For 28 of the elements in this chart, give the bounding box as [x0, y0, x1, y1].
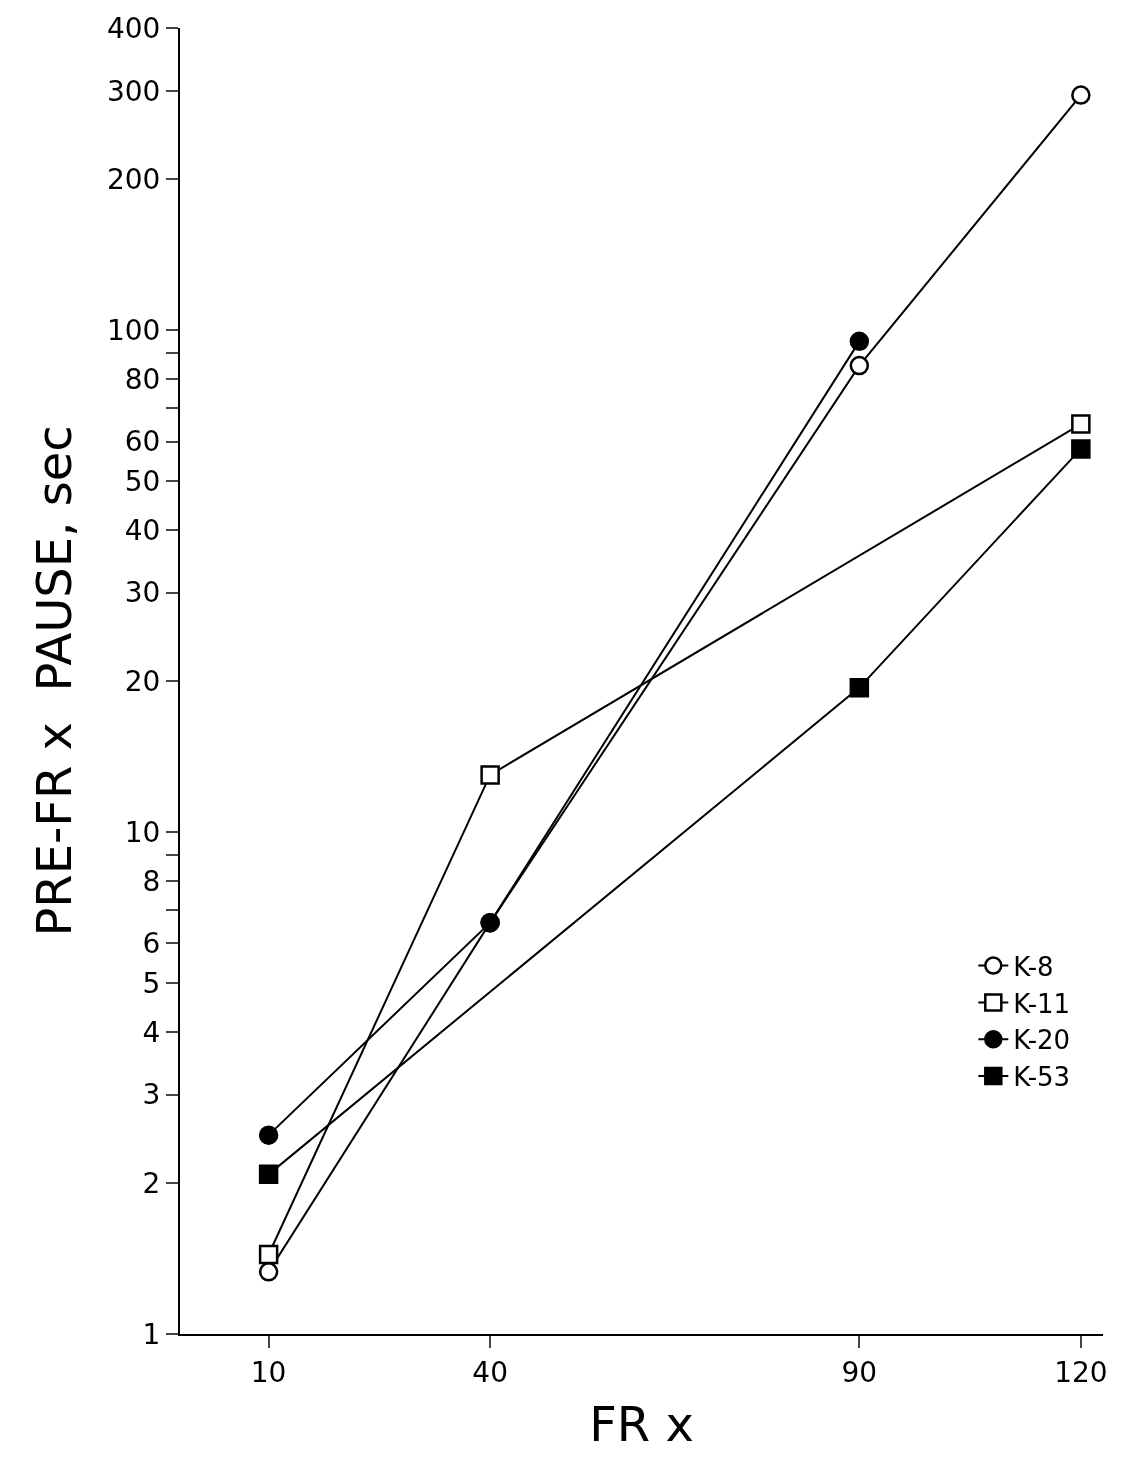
- y-tick-label: 400: [106, 11, 161, 45]
- y-tick-label: 4: [142, 1015, 161, 1049]
- y-tick-label: 6: [142, 927, 161, 961]
- y-tick-label: 2: [142, 1166, 161, 1200]
- y-tick-label: 1: [142, 1317, 161, 1351]
- legend-label: K-20: [1013, 1025, 1071, 1056]
- y-tick-label: 80: [124, 362, 161, 396]
- y-tick-label: 5: [142, 966, 161, 1000]
- y-tick-label: 50: [124, 465, 161, 499]
- x-tick-label: 10: [250, 1355, 287, 1389]
- x-tick-label: 90: [841, 1355, 878, 1389]
- y-tick-label: 40: [124, 513, 161, 547]
- y-tick-label: 20: [124, 664, 161, 698]
- legend-label: K-8: [1013, 951, 1054, 982]
- y-tick-label: 100: [106, 313, 161, 347]
- x-tick-label: 40: [472, 1355, 508, 1389]
- y-tick-label: 60: [124, 425, 161, 459]
- y-axis-title: PRE-FR x PAUSE, sec: [26, 425, 83, 937]
- y-tick-label: 200: [106, 162, 161, 196]
- y-tick-label: 30: [124, 576, 161, 610]
- y-tick-label: 8: [142, 864, 161, 898]
- y-tick-label: 300: [106, 74, 161, 108]
- x-axis-title: FR x: [589, 1396, 694, 1453]
- legend-label: K-53: [1013, 1062, 1071, 1093]
- y-tick-label: 10: [124, 815, 161, 849]
- x-tick-label: 120: [1054, 1355, 1108, 1389]
- legend-label: K-11: [1013, 988, 1071, 1019]
- y-tick-label: 3: [142, 1078, 161, 1112]
